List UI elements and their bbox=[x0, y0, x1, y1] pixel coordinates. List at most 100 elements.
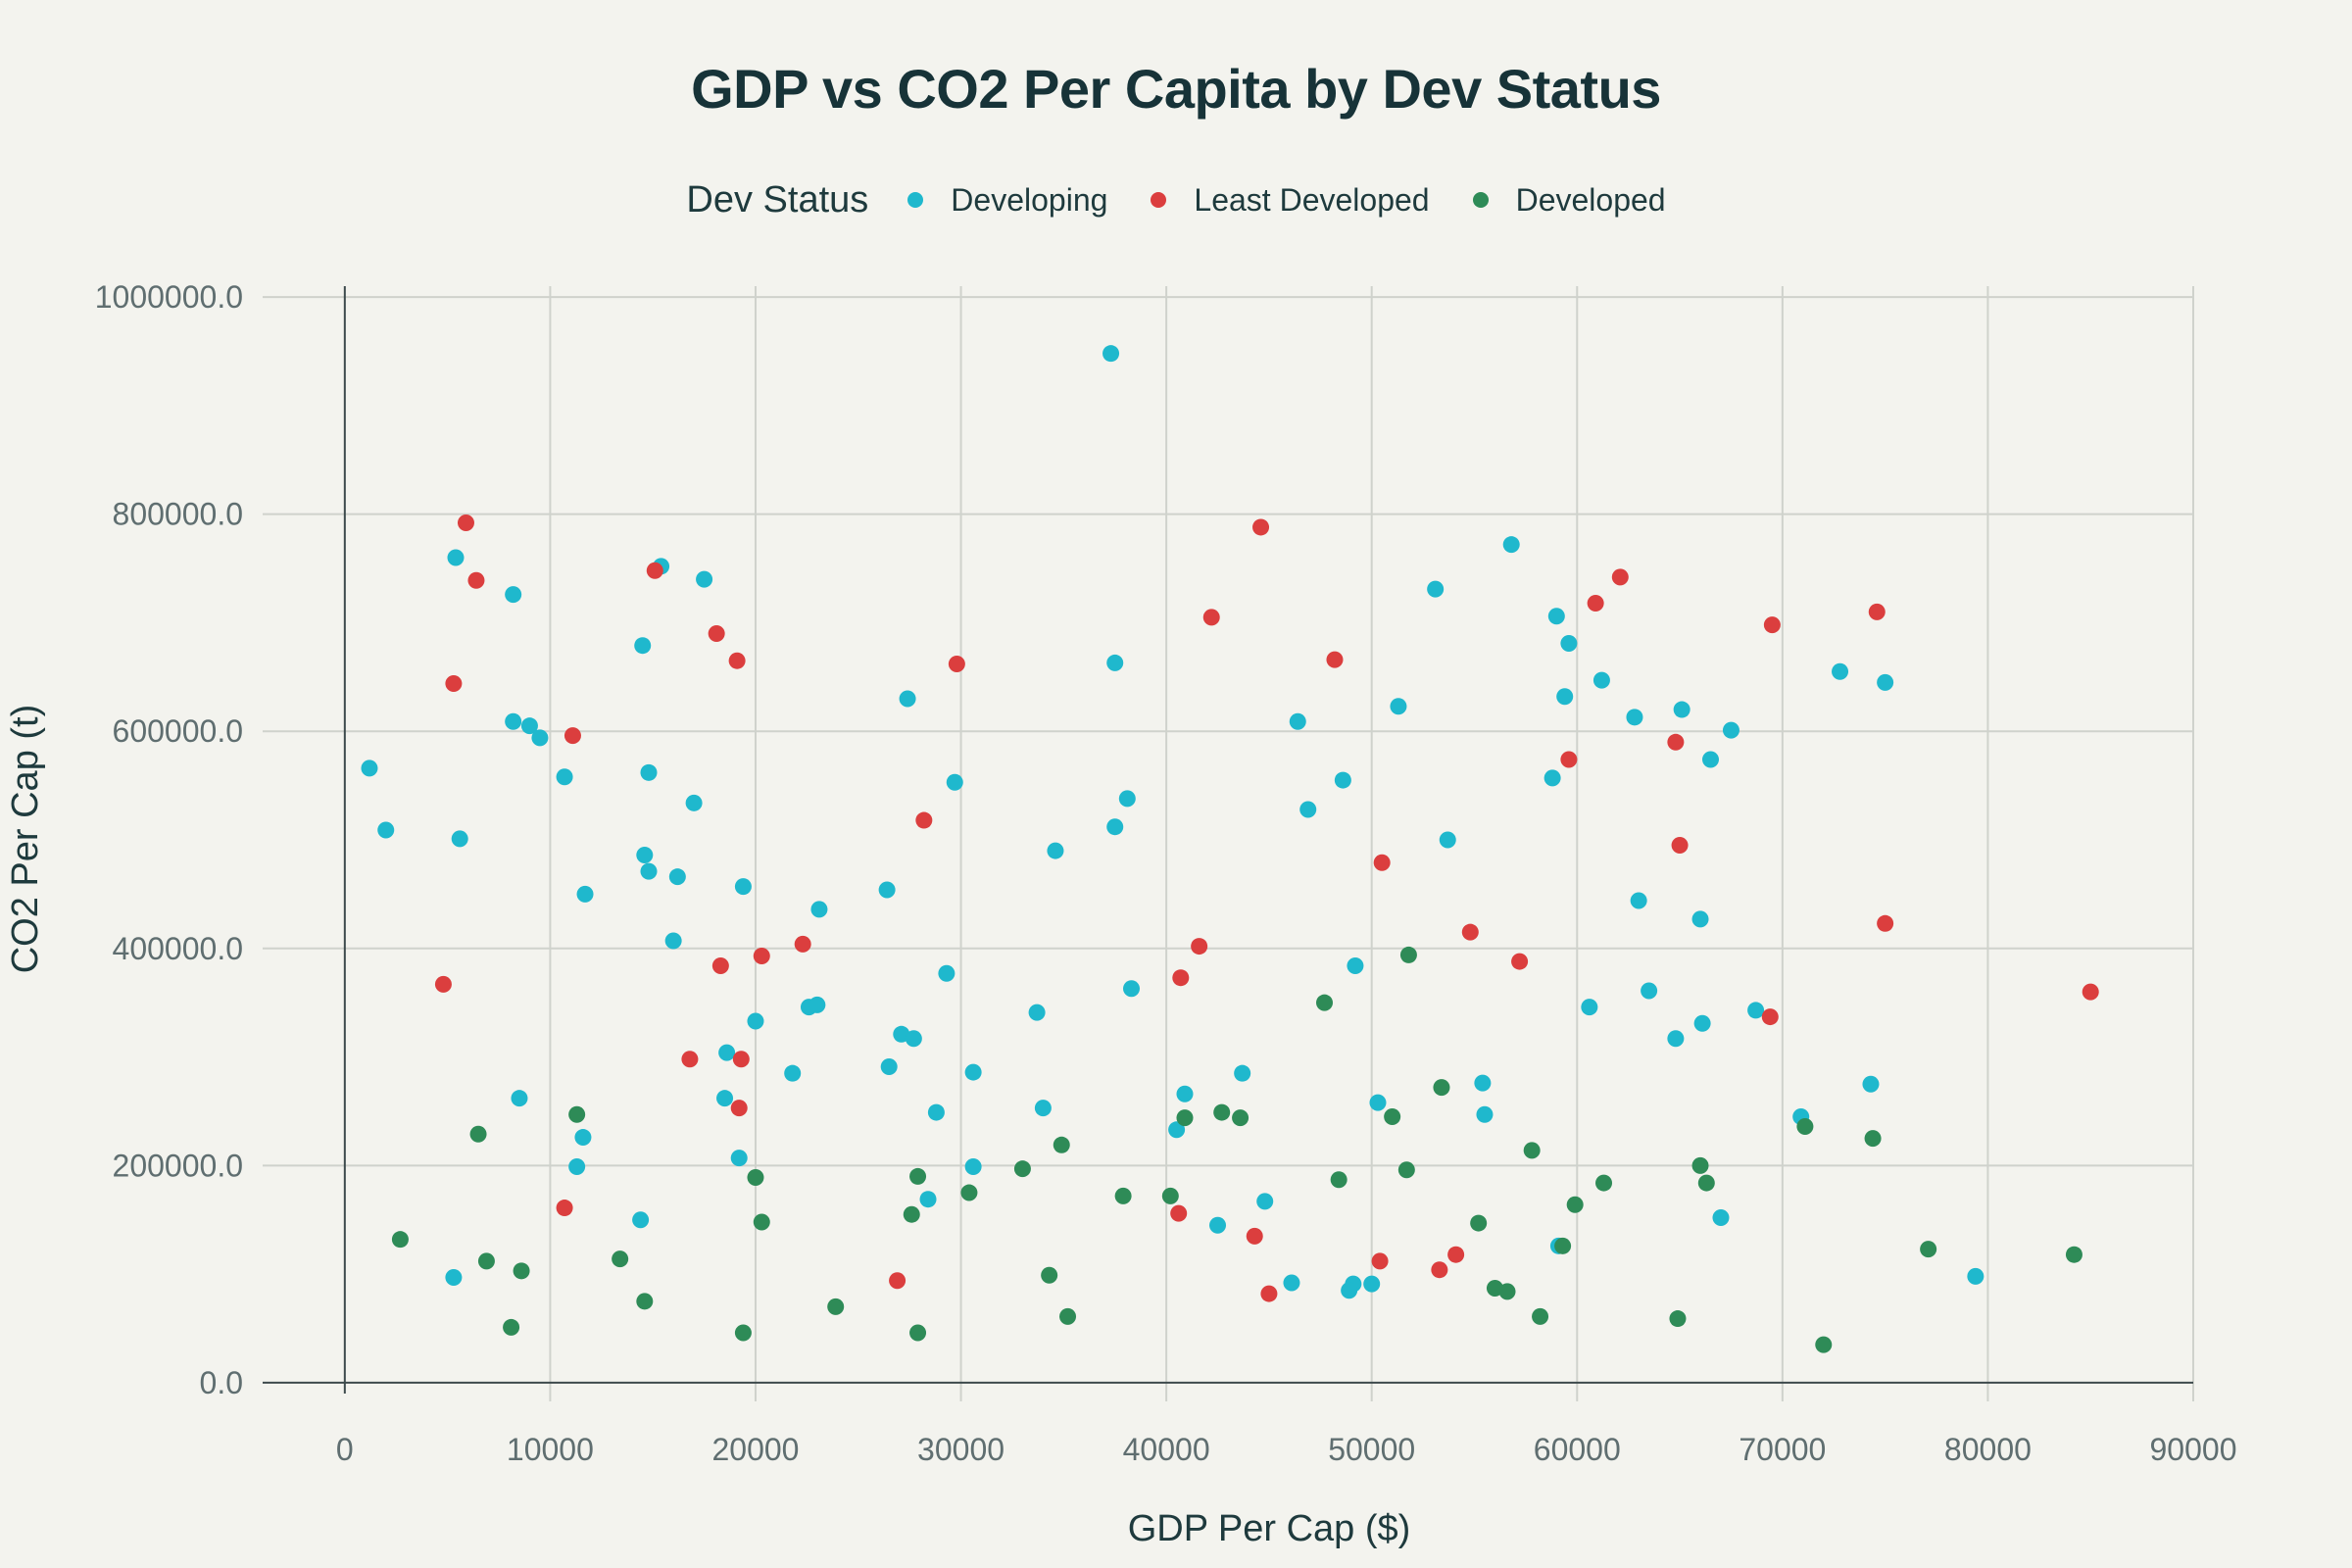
data-point-developing[interactable] bbox=[899, 690, 916, 708]
data-point-least-developed[interactable] bbox=[1587, 594, 1604, 612]
data-point-developing[interactable] bbox=[1693, 1014, 1711, 1032]
data-point-developing[interactable] bbox=[1390, 698, 1407, 715]
data-point-least-developed[interactable] bbox=[753, 948, 770, 965]
data-point-least-developed[interactable] bbox=[1371, 1252, 1389, 1270]
data-point-developed[interactable] bbox=[909, 1324, 927, 1342]
data-point-least-developed[interactable] bbox=[1431, 1261, 1448, 1279]
data-point-developing[interactable] bbox=[1034, 1100, 1052, 1117]
data-point-least-developed[interactable] bbox=[889, 1272, 906, 1290]
data-point-developing[interactable] bbox=[1176, 1085, 1194, 1102]
data-point-developing[interactable] bbox=[964, 1063, 982, 1081]
data-point-least-developed[interactable] bbox=[1877, 914, 1894, 932]
data-point-least-developed[interactable] bbox=[457, 514, 474, 532]
data-point-developing[interactable] bbox=[1967, 1267, 1984, 1285]
data-point-least-developed[interactable] bbox=[1763, 616, 1781, 634]
data-point-developing[interactable] bbox=[1691, 910, 1709, 928]
data-point-developed[interactable] bbox=[1059, 1307, 1077, 1325]
data-point-developing[interactable] bbox=[576, 885, 594, 903]
data-point-developing[interactable] bbox=[1581, 999, 1598, 1016]
data-point-developed[interactable] bbox=[391, 1231, 409, 1249]
data-point-developing[interactable] bbox=[505, 712, 522, 730]
data-point-developed[interactable] bbox=[1815, 1336, 1833, 1353]
data-point-developing[interactable] bbox=[636, 847, 654, 864]
data-point-developed[interactable] bbox=[1566, 1196, 1584, 1213]
data-point-least-developed[interactable] bbox=[1191, 938, 1208, 956]
data-point-developed[interactable] bbox=[1232, 1109, 1250, 1127]
data-point-developing[interactable] bbox=[511, 1090, 528, 1107]
data-point-developed[interactable] bbox=[1920, 1241, 1937, 1258]
data-point-developed[interactable] bbox=[1691, 1156, 1709, 1174]
data-point-developed[interactable] bbox=[1554, 1237, 1572, 1254]
data-point-developing[interactable] bbox=[1722, 721, 1740, 739]
data-point-least-developed[interactable] bbox=[1560, 751, 1578, 768]
data-point-developing[interactable] bbox=[1673, 701, 1690, 718]
data-point-least-developed[interactable] bbox=[1373, 854, 1391, 871]
data-point-developing[interactable] bbox=[1369, 1094, 1387, 1111]
data-point-developing[interactable] bbox=[505, 586, 522, 604]
data-point-developed[interactable] bbox=[1595, 1174, 1613, 1192]
data-point-least-developed[interactable] bbox=[1511, 953, 1529, 970]
data-point-developing[interactable] bbox=[905, 1030, 922, 1048]
data-point-developed[interactable] bbox=[827, 1298, 845, 1315]
data-point-developed[interactable] bbox=[513, 1262, 530, 1280]
data-point-developing[interactable] bbox=[447, 549, 465, 566]
data-point-least-developed[interactable] bbox=[646, 562, 663, 579]
data-point-developing[interactable] bbox=[1641, 982, 1658, 1000]
data-point-developing[interactable] bbox=[1334, 771, 1351, 789]
legend-item-developed[interactable]: Developed bbox=[1472, 182, 1666, 219]
data-point-developed[interactable] bbox=[1399, 946, 1417, 963]
data-point-developing[interactable] bbox=[1630, 892, 1647, 909]
data-point-developed[interactable] bbox=[2065, 1246, 2082, 1263]
data-point-developing[interactable] bbox=[964, 1157, 982, 1175]
data-point-developing[interactable] bbox=[878, 881, 896, 899]
data-point-developing[interactable] bbox=[880, 1058, 898, 1076]
data-point-developing[interactable] bbox=[1877, 673, 1894, 691]
data-point-developed[interactable] bbox=[1864, 1130, 1882, 1148]
data-point-developing[interactable] bbox=[632, 1211, 650, 1229]
data-point-developing[interactable] bbox=[1289, 712, 1306, 730]
data-point-developed[interactable] bbox=[1498, 1283, 1516, 1300]
data-point-developing[interactable] bbox=[1299, 801, 1317, 818]
data-point-least-developed[interactable] bbox=[1761, 1008, 1779, 1026]
data-point-developing[interactable] bbox=[445, 1268, 463, 1286]
data-point-developed[interactable] bbox=[1532, 1307, 1549, 1325]
data-point-developed[interactable] bbox=[568, 1105, 586, 1123]
data-point-developing[interactable] bbox=[1427, 580, 1445, 598]
data-point-developing[interactable] bbox=[1347, 957, 1364, 975]
data-point-developed[interactable] bbox=[1697, 1174, 1715, 1192]
data-point-developing[interactable] bbox=[685, 794, 703, 811]
data-point-least-developed[interactable] bbox=[915, 811, 933, 829]
data-point-developing[interactable] bbox=[718, 1044, 736, 1061]
data-point-least-developed[interactable] bbox=[445, 674, 463, 692]
data-point-developing[interactable] bbox=[1862, 1075, 1880, 1093]
data-point-developing[interactable] bbox=[1102, 345, 1120, 363]
data-point-developing[interactable] bbox=[1047, 842, 1064, 859]
data-point-least-developed[interactable] bbox=[730, 1100, 748, 1117]
data-point-developed[interactable] bbox=[1161, 1187, 1179, 1204]
data-point-developing[interactable] bbox=[361, 760, 378, 777]
data-point-developed[interactable] bbox=[747, 1169, 764, 1187]
data-point-developing[interactable] bbox=[1667, 1030, 1685, 1048]
data-point-developed[interactable] bbox=[960, 1184, 978, 1201]
data-point-least-developed[interactable] bbox=[1326, 651, 1344, 668]
data-point-developing[interactable] bbox=[730, 1150, 748, 1167]
data-point-developed[interactable] bbox=[1213, 1103, 1231, 1121]
data-point-developed[interactable] bbox=[1433, 1079, 1450, 1097]
data-point-developing[interactable] bbox=[451, 830, 468, 848]
data-point-developed[interactable] bbox=[1523, 1142, 1541, 1159]
data-point-developed[interactable] bbox=[636, 1293, 654, 1310]
data-point-developed[interactable] bbox=[1114, 1187, 1132, 1204]
data-point-developing[interactable] bbox=[1832, 662, 1849, 680]
data-point-least-developed[interactable] bbox=[1172, 969, 1190, 987]
data-point-developing[interactable] bbox=[938, 964, 956, 982]
data-point-developing[interactable] bbox=[1502, 536, 1520, 554]
data-point-least-developed[interactable] bbox=[1667, 733, 1685, 751]
legend-item-developing[interactable]: Developing bbox=[907, 182, 1107, 219]
data-point-developing[interactable] bbox=[1209, 1216, 1227, 1234]
data-point-developing[interactable] bbox=[1712, 1209, 1730, 1227]
data-point-developing[interactable] bbox=[1544, 769, 1561, 787]
data-point-developing[interactable] bbox=[574, 1129, 592, 1147]
data-point-developed[interactable] bbox=[909, 1167, 927, 1185]
data-point-developed[interactable] bbox=[1384, 1108, 1401, 1125]
data-point-developed[interactable] bbox=[469, 1125, 487, 1143]
